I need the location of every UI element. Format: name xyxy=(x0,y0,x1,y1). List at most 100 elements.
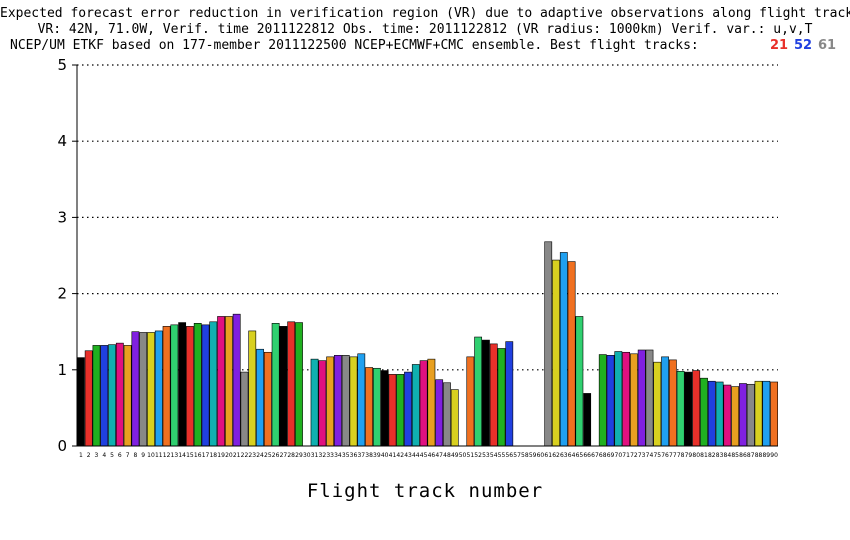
x-tick-label-47: 47 xyxy=(435,452,443,459)
bar-25 xyxy=(263,351,272,447)
bar-65 xyxy=(575,316,584,447)
x-tick-label-38: 38 xyxy=(365,452,373,459)
x-tick-label-24: 24 xyxy=(256,452,264,459)
bar-66 xyxy=(583,393,592,447)
x-tick-label-65: 65 xyxy=(576,452,584,459)
x-tick-label-89: 89 xyxy=(762,452,770,459)
bar-54 xyxy=(489,343,498,447)
x-tick-label-10: 10 xyxy=(147,452,155,459)
bar-85 xyxy=(731,386,740,447)
x-tick-label-30: 30 xyxy=(303,452,311,459)
x-tick-label-55: 55 xyxy=(498,452,506,459)
bar-75 xyxy=(653,361,662,447)
bar-81 xyxy=(700,377,708,447)
x-tick-label-75: 75 xyxy=(653,452,661,459)
bar-71 xyxy=(622,351,631,447)
bar-80 xyxy=(692,370,701,447)
bar-14 xyxy=(178,322,187,447)
chart-title-line-2: VR: 42N, 71.0W, Verif. time 2011122812 O… xyxy=(37,22,813,37)
x-tick-label-87: 87 xyxy=(747,452,755,459)
bar-28 xyxy=(287,321,296,447)
bar-26 xyxy=(271,323,280,447)
x-tick-label-14: 14 xyxy=(178,452,186,459)
y-tick-label-2: 2 xyxy=(57,285,67,303)
x-tick-label-81: 81 xyxy=(700,452,708,459)
x-tick-label-61: 61 xyxy=(544,452,552,459)
x-tick-label-73: 73 xyxy=(638,452,646,459)
x-tick-label-40: 40 xyxy=(381,452,389,459)
best-track-2: 52 xyxy=(794,38,813,53)
x-tick-label-32: 32 xyxy=(319,452,327,459)
bar-7 xyxy=(123,345,132,447)
bar-11 xyxy=(154,330,163,447)
bar-17 xyxy=(201,324,210,447)
x-tick-label-46: 46 xyxy=(428,452,436,459)
bar-48 xyxy=(443,382,451,447)
bar-21 xyxy=(232,313,241,447)
bar-55 xyxy=(497,348,506,447)
x-tick-label-39: 39 xyxy=(373,452,381,459)
y-tick-label-4: 4 xyxy=(57,132,67,150)
x-tick-label-41: 41 xyxy=(389,452,397,459)
x-tick-label-31: 31 xyxy=(311,452,319,459)
x-tick-label-45: 45 xyxy=(420,452,428,459)
bar-34 xyxy=(334,355,342,447)
bar-40 xyxy=(380,370,389,447)
x-tick-label-4: 4 xyxy=(102,452,106,459)
bar-8 xyxy=(131,331,140,447)
x-tick-label-85: 85 xyxy=(731,452,739,459)
x-tick-label-44: 44 xyxy=(412,452,420,459)
bar-23 xyxy=(248,330,257,447)
x-tick-label-19: 19 xyxy=(217,452,225,459)
x-tick-label-71: 71 xyxy=(622,452,630,459)
bar-74 xyxy=(645,349,654,447)
x-tick-label-69: 69 xyxy=(607,452,615,459)
bar-62 xyxy=(552,259,560,447)
x-tick-label-66: 66 xyxy=(583,452,591,459)
x-tick-label-72: 72 xyxy=(630,452,638,459)
bar-35 xyxy=(341,355,350,447)
bar-9 xyxy=(139,332,148,447)
x-tick-label-86: 86 xyxy=(739,452,747,459)
bars xyxy=(77,241,778,447)
bar-13 xyxy=(170,324,179,447)
bar-61 xyxy=(544,241,553,447)
x-tick-label-64: 64 xyxy=(568,452,576,459)
x-tick-label-27: 27 xyxy=(280,452,288,459)
x-tick-label-78: 78 xyxy=(677,452,685,459)
bar-83 xyxy=(715,381,724,447)
axes xyxy=(72,64,778,447)
x-tick-label-67: 67 xyxy=(591,452,599,459)
x-tick-label-7: 7 xyxy=(126,452,130,459)
x-tick-label-82: 82 xyxy=(708,452,716,459)
bar-90 xyxy=(770,381,778,447)
x-tick-label-56: 56 xyxy=(505,452,513,459)
x-tick-labels: 1 2 3 4 5 6 7 8 9 10 11 12 13 14 15 16 17 18 19 20 21 22 23 24 2… xyxy=(79,452,778,459)
bar-73 xyxy=(637,349,646,447)
x-tick-label-62: 62 xyxy=(552,452,560,459)
bar-79 xyxy=(684,371,693,447)
bar-15 xyxy=(186,326,194,447)
x-tick-label-48: 48 xyxy=(443,452,451,459)
x-tick-label-57: 57 xyxy=(513,452,521,459)
x-tick-label-9: 9 xyxy=(141,452,145,459)
x-tick-label-2: 2 xyxy=(87,452,91,459)
x-tick-label-37: 37 xyxy=(357,452,365,459)
x-tick-label-42: 42 xyxy=(396,452,404,459)
bar-6 xyxy=(115,342,124,447)
x-tick-label-76: 76 xyxy=(661,452,669,459)
bar-22 xyxy=(240,371,249,447)
bar-76 xyxy=(661,356,669,447)
bar-64 xyxy=(567,261,576,447)
bar-29 xyxy=(295,322,303,447)
bar-49 xyxy=(450,389,459,447)
x-tick-label-3: 3 xyxy=(95,452,99,459)
bar-5 xyxy=(108,344,116,447)
x-tick-label-11: 11 xyxy=(155,452,163,459)
bar-24 xyxy=(256,348,264,447)
bar-19 xyxy=(217,316,225,447)
x-tick-label-25: 25 xyxy=(264,452,272,459)
x-tick-label-36: 36 xyxy=(350,452,358,459)
bar-53 xyxy=(482,339,490,447)
